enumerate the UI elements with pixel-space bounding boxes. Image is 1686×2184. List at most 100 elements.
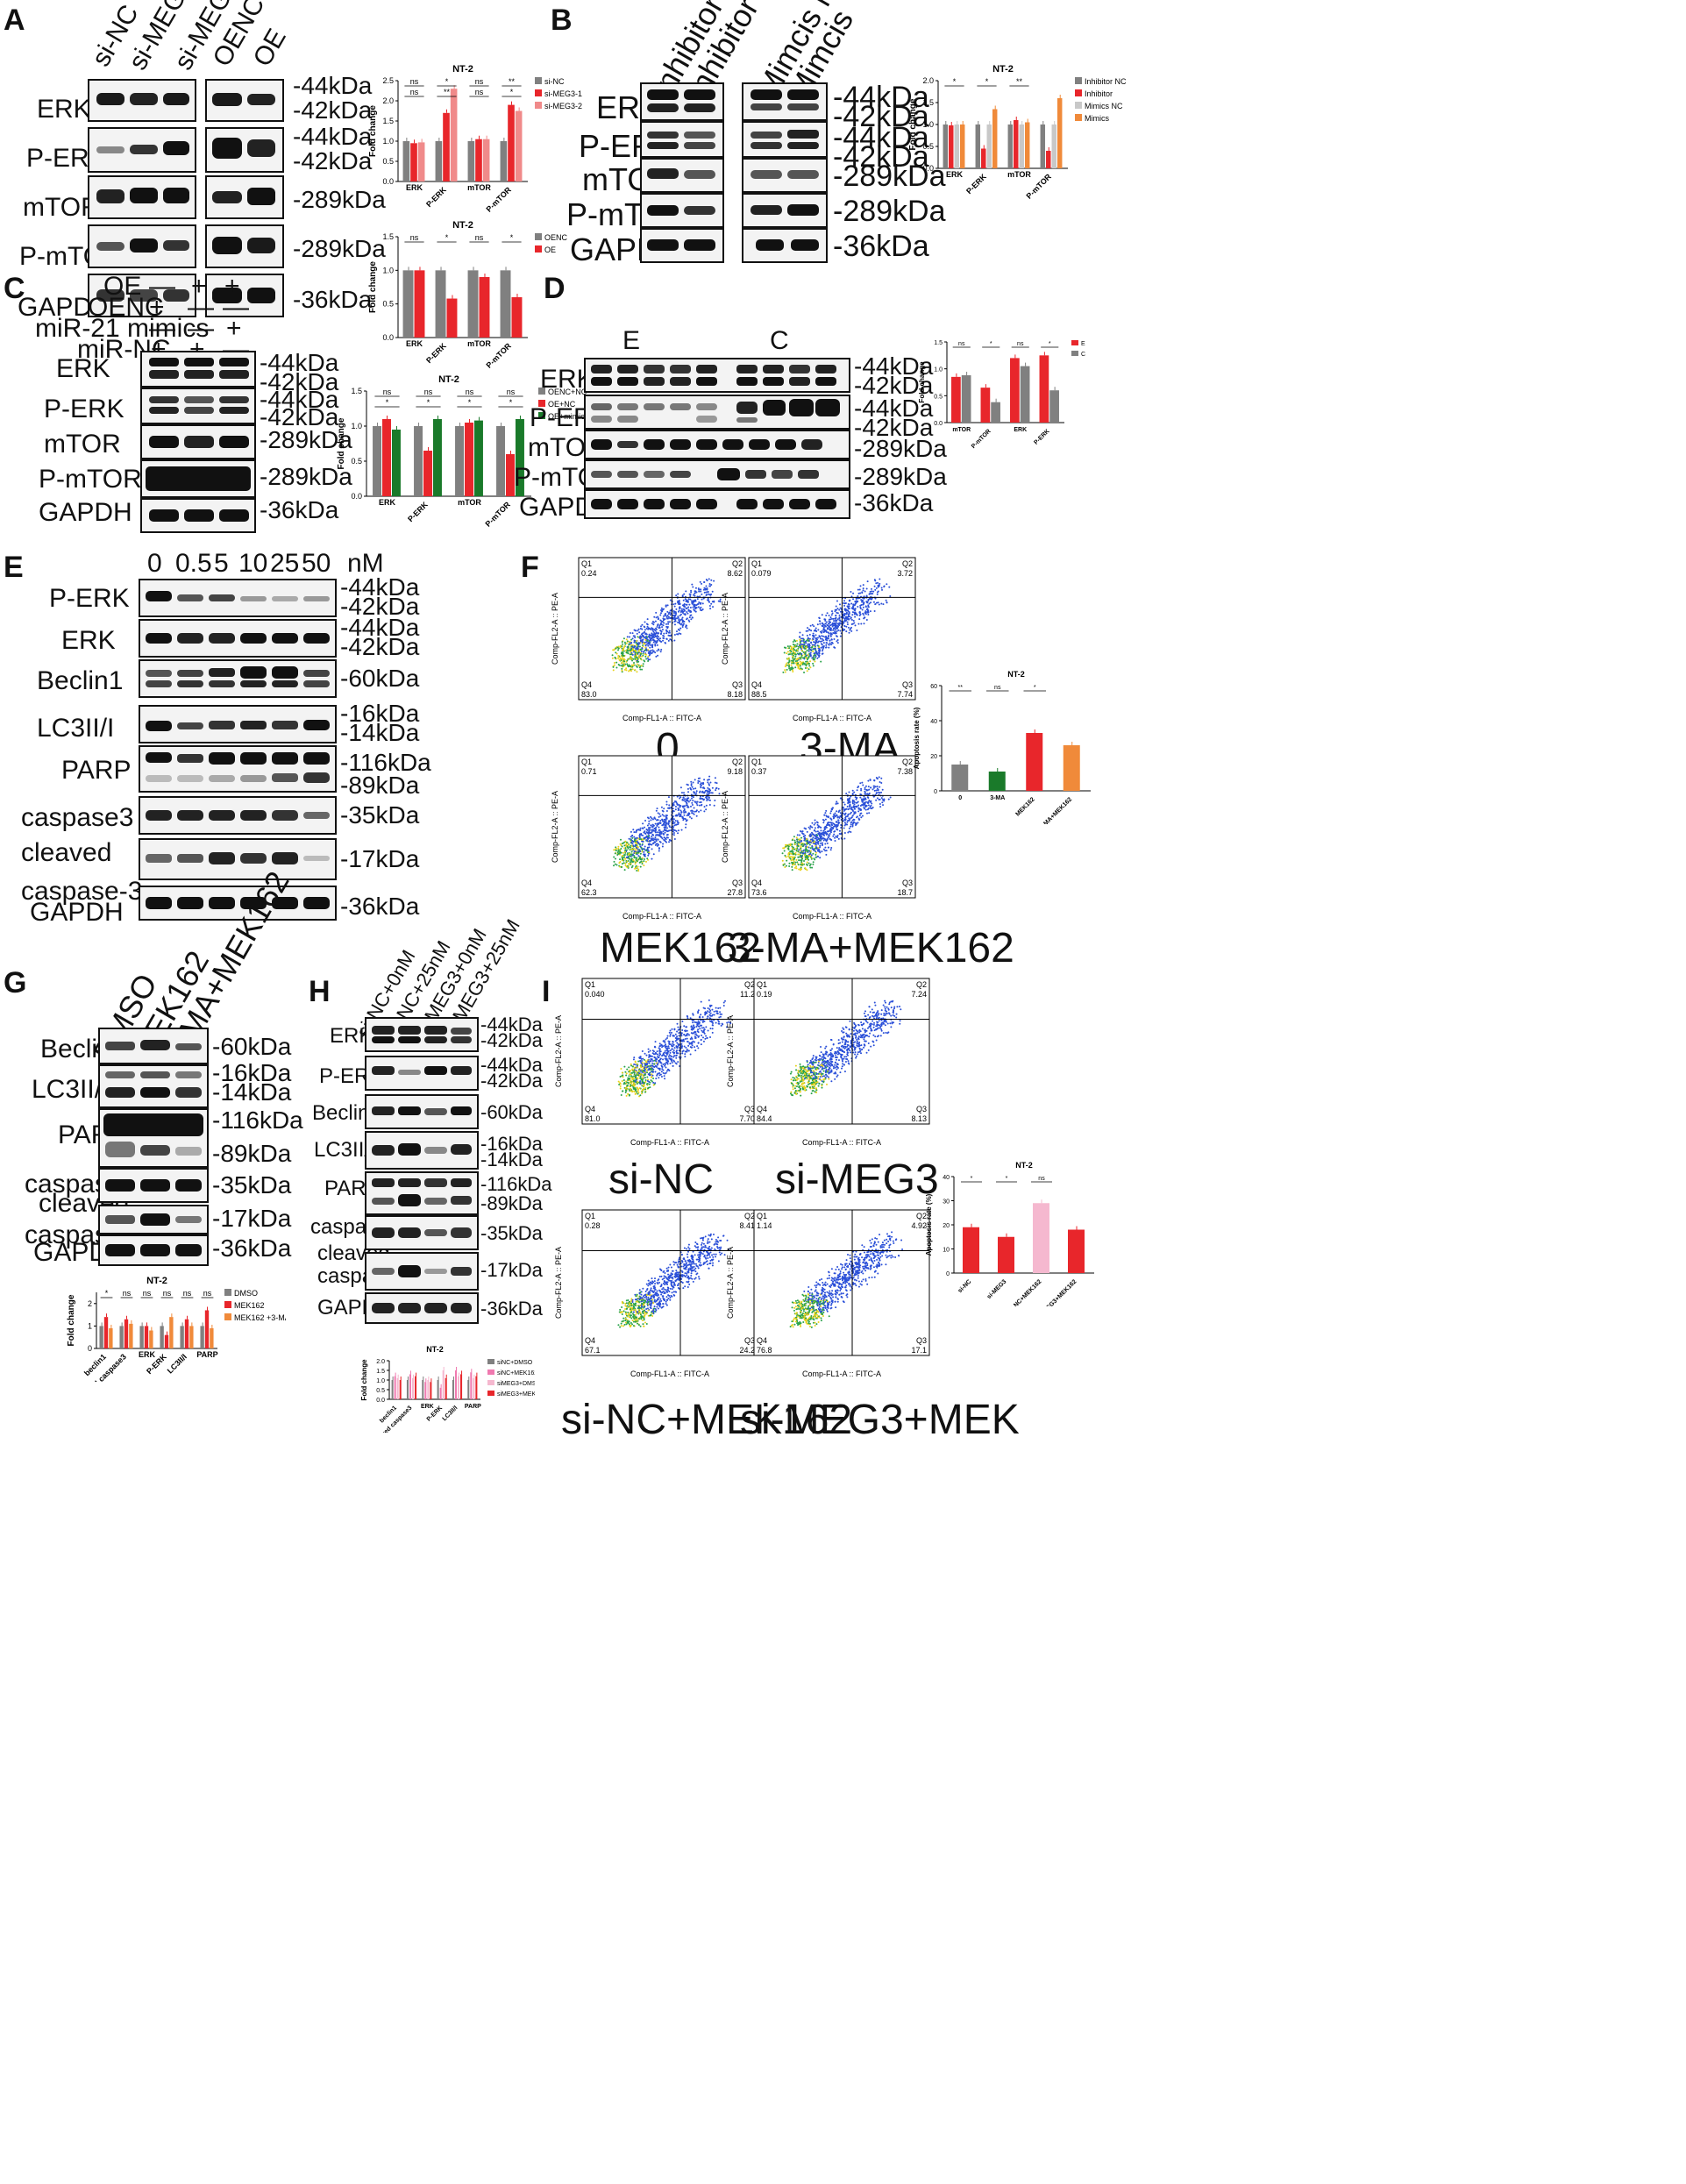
- y-tick-label: 2.0: [376, 1359, 385, 1365]
- event-dot: [856, 805, 858, 807]
- event-dot: [862, 606, 864, 608]
- event-dot: [695, 792, 698, 794]
- event-dot: [709, 1012, 712, 1014]
- event-dot: [643, 659, 645, 662]
- event-dot: [651, 837, 654, 840]
- significance-label: *: [468, 398, 472, 407]
- event-dot: [623, 644, 626, 647]
- event-dot: [835, 614, 837, 616]
- event-dot: [659, 822, 662, 824]
- event-dot: [653, 816, 656, 819]
- bar: [949, 125, 954, 168]
- event-dot: [620, 847, 622, 850]
- event-dot: [677, 600, 679, 602]
- event-dot: [824, 620, 827, 622]
- event-dot: [681, 595, 684, 598]
- event-dot: [703, 591, 706, 594]
- event-dot: [825, 635, 828, 637]
- blot-band: [742, 82, 828, 121]
- event-dot: [674, 611, 677, 614]
- event-dot: [873, 779, 876, 782]
- event-dot: [840, 826, 843, 829]
- event-dot: [661, 1068, 664, 1071]
- event-dot: [835, 626, 837, 629]
- event-dot: [879, 582, 881, 585]
- event-dot: [640, 650, 643, 652]
- event-dot: [632, 858, 635, 861]
- significance-label: *: [386, 398, 389, 407]
- event-dot: [786, 844, 789, 847]
- bar: [144, 1326, 149, 1348]
- event-dot: [648, 829, 651, 832]
- event-dot: [679, 797, 681, 800]
- event-dot: [657, 654, 659, 657]
- bar: [402, 270, 414, 338]
- blot-band: [742, 228, 828, 263]
- event-dot: [807, 655, 810, 658]
- bar: [445, 1377, 447, 1399]
- event-dot: [815, 634, 817, 637]
- event-dot: [620, 652, 622, 655]
- event-dot: [652, 824, 655, 827]
- event-dot: [626, 1084, 629, 1086]
- event-dot: [692, 1021, 694, 1024]
- event-dot: [865, 587, 868, 590]
- y-tick-label: 1: [88, 1321, 92, 1330]
- event-dot: [641, 1092, 644, 1095]
- treatment-label: OE: [103, 272, 142, 301]
- event-dot: [623, 660, 626, 663]
- event-dot: [874, 580, 877, 582]
- bar: [423, 451, 432, 496]
- event-dot: [818, 839, 821, 842]
- event-dot: [651, 637, 654, 639]
- event-dot: [661, 845, 664, 848]
- event-dot: [648, 846, 651, 849]
- event-dot: [667, 631, 670, 634]
- event-dot: [681, 798, 684, 800]
- event-dot: [807, 627, 809, 630]
- event-dot: [859, 613, 862, 615]
- event-dot: [811, 844, 814, 847]
- event-dot: [829, 627, 832, 630]
- event-dot: [819, 640, 822, 643]
- event-dot: [689, 1037, 692, 1040]
- event-dot: [636, 860, 638, 863]
- event-dot: [795, 867, 798, 870]
- event-dot: [834, 632, 836, 635]
- event-dot: [822, 635, 825, 637]
- event-dot: [852, 598, 855, 601]
- sign: +: [149, 293, 165, 322]
- event-dot: [796, 838, 799, 841]
- event-dot: [628, 857, 630, 860]
- event-dot: [830, 614, 833, 616]
- event-dot: [664, 831, 666, 834]
- event-dot: [850, 590, 852, 593]
- event-dot: [816, 652, 819, 655]
- event-dot: [680, 1033, 683, 1035]
- significance-label: **: [958, 685, 964, 691]
- panel-letter-g: G: [4, 966, 27, 1000]
- event-dot: [702, 1036, 705, 1039]
- event-dot: [662, 624, 665, 627]
- event-dot: [872, 795, 875, 798]
- event-dot: [670, 807, 672, 809]
- event-dot: [845, 615, 848, 618]
- event-dot: [694, 606, 696, 608]
- event-dot: [624, 849, 627, 851]
- event-dot: [859, 782, 862, 785]
- event-dot: [633, 651, 636, 653]
- event-dot: [672, 809, 674, 812]
- event-dot: [854, 796, 857, 799]
- quadrant-value: 0.71: [581, 767, 597, 776]
- event-dot: [670, 612, 672, 615]
- event-dot: [665, 1043, 667, 1046]
- event-dot: [652, 1068, 655, 1071]
- event-dot: [814, 827, 816, 829]
- event-dot: [824, 625, 827, 628]
- event-dot: [837, 629, 840, 631]
- event-dot: [843, 822, 846, 824]
- legend-entry: OENC: [544, 233, 568, 242]
- bar-chart-b1: NT-2 Fold change 0.0 0.5 1.0 1.5 2.0 ERK P-ERK mT…: [908, 61, 1136, 202]
